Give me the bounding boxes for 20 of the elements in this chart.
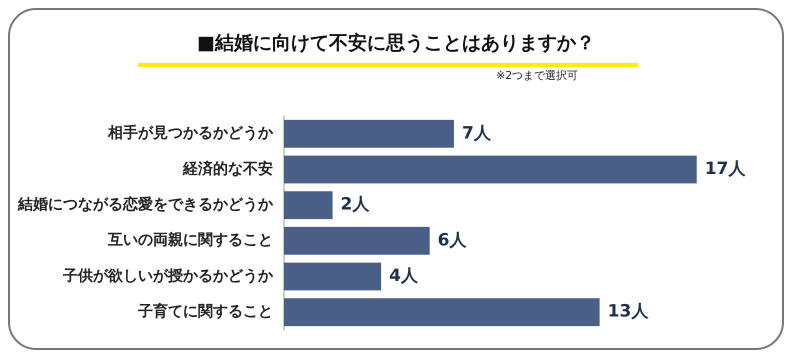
bar	[284, 120, 454, 148]
y-tick-label: 経済的な不安	[182, 159, 273, 178]
chart-title: ■結婚に向けて不安に思うことはありますか？	[196, 31, 596, 56]
data-label: 7人	[462, 123, 492, 144]
y-tick-label: 子育てに関すること	[137, 302, 273, 320]
data-label: 13人	[608, 302, 650, 322]
bar	[284, 226, 430, 255]
bar	[284, 191, 333, 220]
bar	[284, 262, 382, 290]
chart-subtitle: ※2つまで選択可	[496, 68, 578, 83]
y-tick-label: 子供が欲しいが授かるかどうか	[62, 266, 274, 284]
data-label: 6人	[438, 230, 468, 250]
data-label: 17人	[704, 158, 746, 179]
data-label: 2人	[340, 194, 370, 215]
y-tick-label: 相手が見つかるかどうか	[107, 124, 274, 142]
bar	[284, 156, 697, 184]
y-tick-label: 結婚につながる恋愛をできるかどうか	[17, 195, 274, 214]
data-label: 4人	[389, 266, 419, 286]
y-tick-label: 互いの両親に関すること	[107, 230, 273, 249]
bar	[284, 298, 600, 326]
